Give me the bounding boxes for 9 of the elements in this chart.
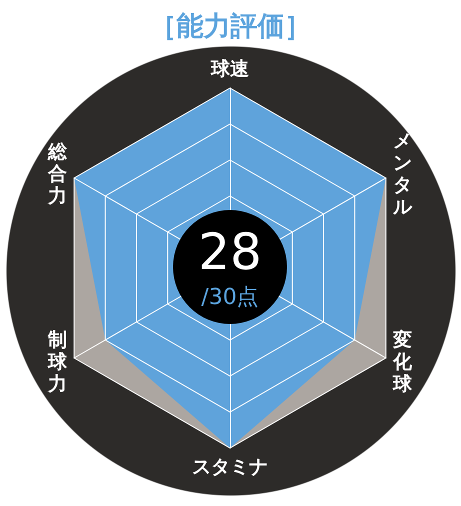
spoke-label: 制球力	[47, 329, 68, 395]
spoke-label: 総合力	[47, 141, 68, 207]
text: /30点	[200, 284, 260, 312]
spoke-label: 球速	[210, 58, 249, 80]
spoke-label: 変化球	[392, 329, 413, 395]
spoke-label: スタミナ	[192, 456, 268, 478]
spoke-label: メンタル	[392, 130, 413, 218]
text: 28	[197, 222, 263, 282]
chart-title: ［能力評価］	[148, 10, 312, 44]
